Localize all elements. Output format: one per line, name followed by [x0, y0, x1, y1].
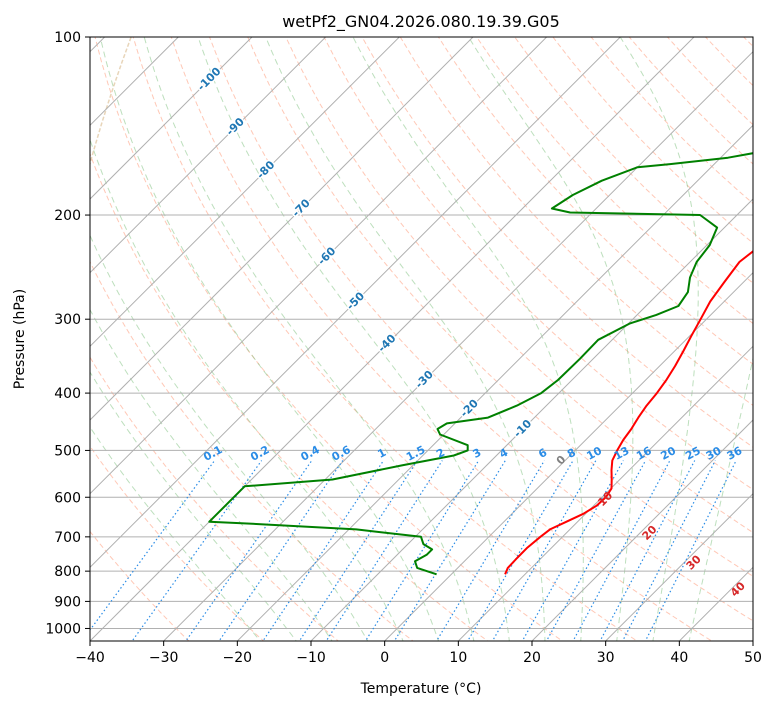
moist-adiabat-line	[90, 308, 333, 641]
x-tick-label: 30	[597, 650, 615, 666]
y-axis-title: Pressure (hPa)	[12, 289, 28, 389]
mixing-ratio-label: 20	[658, 444, 678, 463]
mixing-ratio-line	[364, 460, 480, 641]
moist-adiabat-line	[90, 426, 261, 641]
mixing-ratio-label: 10	[584, 444, 604, 463]
mixing-ratio-line	[218, 460, 344, 641]
y-tick-label: 900	[54, 594, 81, 610]
x-tick-label: 20	[523, 650, 541, 666]
isotherm-line	[90, 37, 695, 641]
mixing-ratio-line	[491, 460, 597, 641]
mixing-ratio-line	[262, 460, 385, 641]
y-tick-label: 200	[54, 208, 81, 224]
moist-adiabat-line	[265, 37, 546, 641]
y-tick-label: 600	[54, 490, 81, 506]
mixing-ratio-line	[545, 460, 647, 641]
isotherm-line	[90, 37, 474, 421]
y-tick-label: 1000	[45, 621, 81, 637]
y-tick-label: 300	[54, 312, 81, 328]
isotherm-line	[90, 37, 253, 200]
x-axis-title: Temperature (°C)	[360, 681, 482, 697]
dry-adiabat-line	[208, 37, 753, 622]
x-tick-label: −30	[149, 650, 179, 666]
isotherm-line	[90, 37, 401, 348]
y-tick-label: 500	[54, 443, 81, 459]
mixing-ratio-line	[185, 460, 313, 641]
mixing-ratio-line	[393, 460, 506, 641]
dry-adiabat-line	[132, 37, 638, 641]
isotherm-line	[531, 419, 753, 641]
mixing-ratio-label: 16	[634, 444, 654, 463]
mixing-ratio-label: 36	[725, 444, 745, 463]
chart-title: wetPf2_GN04.2026.080.19.39.G05	[282, 12, 560, 32]
mixing-ratio-label: 13	[612, 444, 632, 463]
x-tick-label: −40	[75, 650, 105, 666]
isotherm-line	[457, 345, 753, 641]
moist-adiabat-line	[143, 37, 475, 641]
mixing-ratio-line	[572, 460, 671, 641]
moist-adiabat-line	[352, 37, 584, 641]
y-tick-label: 800	[54, 564, 81, 580]
plot-frame	[89, 36, 754, 642]
y-tick-label: 100	[54, 30, 81, 46]
dry-adiabat-line	[90, 445, 265, 641]
moist-adiabat-line	[99, 37, 440, 641]
isotherm-line	[90, 37, 180, 127]
skewed-isotherms	[90, 37, 753, 641]
dry-adiabat-line	[170, 37, 713, 641]
moist-adiabat-line	[197, 37, 510, 641]
x-axis: −40 −30 −20 −10 0 10 20 30 40 50	[75, 641, 762, 666]
isotherm-line	[90, 37, 327, 274]
mixing-ratio-label: 25	[683, 444, 703, 463]
dry-adiabat-line	[399, 37, 753, 407]
mixing-ratio-line	[521, 460, 624, 641]
moist-adiabat-line	[688, 355, 753, 641]
isotherm-line	[90, 37, 622, 569]
moist-adiabat-line	[90, 371, 297, 641]
isotherm-line	[162, 50, 753, 641]
dry-adiabat-line	[247, 37, 753, 577]
mixing-ratio-line	[467, 460, 574, 641]
dry-adiabat-line	[361, 37, 753, 448]
x-tick-label: −20	[223, 650, 253, 666]
y-tick-label: 700	[54, 530, 81, 546]
dewpoint-profile-line	[208, 152, 753, 576]
y-axis: 100 200 300 400 500 600 700 800 900 1000	[45, 30, 90, 637]
mixing-ratio-line	[599, 460, 696, 641]
x-tick-label: −10	[296, 650, 326, 666]
sounding-profiles	[208, 152, 753, 576]
moist-adiabat-line	[90, 138, 404, 641]
isotherm-line	[310, 198, 753, 641]
x-tick-label: 50	[744, 650, 762, 666]
mixing-ratio-label: 30	[704, 444, 724, 463]
dry-adiabat-line	[94, 37, 564, 641]
isotherm-line	[383, 271, 753, 641]
x-tick-label: 0	[380, 650, 389, 666]
dry-adiabat-line	[476, 37, 753, 325]
x-tick-label: 10	[449, 650, 467, 666]
temperature-profile-line	[504, 250, 753, 575]
isotherm-line	[90, 37, 548, 495]
dry-adiabat-line	[514, 37, 753, 284]
mixing-ratio-line	[621, 460, 716, 641]
isotherm-line	[236, 124, 753, 641]
moist-adiabat-line	[90, 234, 369, 641]
y-tick-label: 400	[54, 386, 81, 402]
x-tick-label: 40	[670, 650, 688, 666]
moist-adiabat-line	[467, 37, 634, 641]
mixing-ratio-line	[435, 460, 545, 641]
dry-adiabat-line	[90, 530, 190, 641]
dry-adiabat-line	[90, 260, 414, 641]
isotherm-line	[604, 492, 753, 641]
